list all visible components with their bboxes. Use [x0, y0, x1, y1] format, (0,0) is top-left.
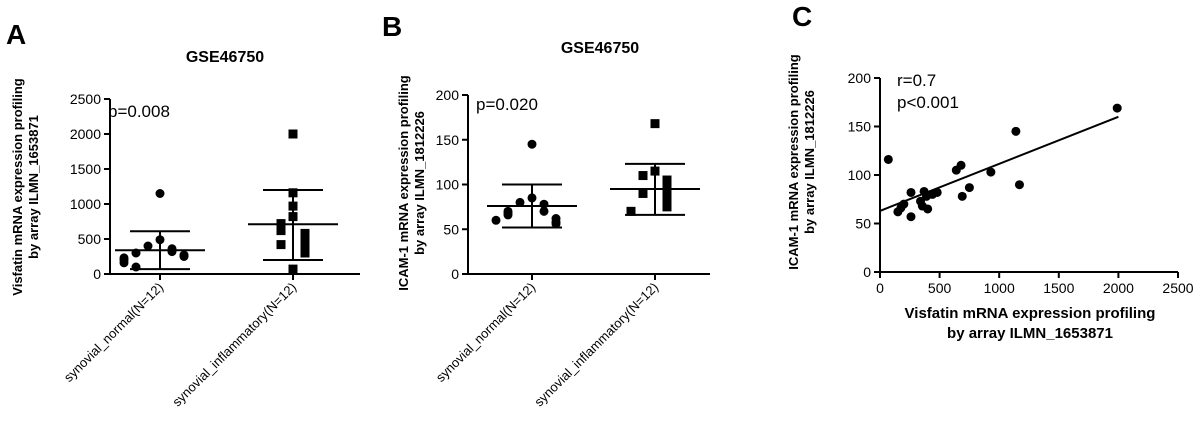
data-point-b — [662, 190, 672, 200]
data-point-b — [638, 188, 648, 198]
y-tick-label-a: 0 — [93, 266, 101, 282]
data-point-b — [515, 197, 525, 207]
panel-b-ylabel-line1: ICAM-1 mRNA expression profiling — [396, 75, 411, 291]
y-tick-label-c: 50 — [855, 216, 871, 232]
y-tick-label-b: 200 — [436, 87, 460, 103]
data-point-c — [1112, 103, 1122, 113]
panel-b-ylabel-line2: by array ILMN_1812226 — [412, 111, 427, 255]
panel-a-ylabel-line2: by array ILMN_1653871 — [26, 115, 41, 259]
data-point-c — [923, 204, 933, 214]
data-point-c — [899, 199, 909, 209]
data-point-b — [551, 219, 561, 229]
panel-c-stat-p: p<0.001 — [897, 93, 959, 112]
y-tick-label-a: 500 — [78, 231, 102, 247]
data-point-c — [906, 187, 916, 197]
panel-c-xlabel-line1: Visfatin mRNA expression profiling — [905, 305, 1156, 322]
panel-letter-a: A — [6, 19, 26, 50]
data-point-c — [956, 160, 966, 170]
panel-a-title: GSE46750 — [186, 49, 264, 66]
data-point-c — [986, 167, 996, 177]
x-tick-label-b: synovial_inflammatory(N=12) — [531, 280, 661, 410]
data-point-b — [491, 215, 501, 225]
data-point-a — [131, 262, 141, 272]
panel-c-xlabel-line2: by array ILMN_1653871 — [947, 325, 1113, 342]
data-point-b — [503, 210, 513, 220]
y-tick-label-c: 0 — [863, 264, 871, 280]
panel-c-stat-r: r=0.7 — [897, 71, 936, 90]
data-point-a — [143, 241, 153, 251]
x-tick-label-c: 1500 — [1043, 280, 1074, 296]
data-point-c — [964, 183, 974, 193]
data-point-a — [288, 264, 298, 274]
data-point-a — [300, 228, 310, 238]
x-tick-label-c: 1000 — [984, 280, 1015, 296]
panel-letter-b: B — [382, 11, 402, 42]
panel-c-ylabel-line2: by array ILMN_1812226 — [802, 90, 817, 234]
data-point-c — [906, 212, 916, 222]
data-point-b — [527, 139, 537, 149]
y-tick-label-a: 1000 — [70, 196, 101, 212]
x-tick-label-a: synovial_normal(N=12) — [61, 280, 166, 385]
regression-line — [879, 115, 1119, 212]
data-point-a — [288, 129, 298, 139]
data-point-c — [883, 154, 893, 164]
x-tick-label-b: synovial_normal(N=12) — [433, 280, 538, 385]
y-tick-label-a: 2000 — [70, 126, 101, 142]
data-point-c — [1011, 126, 1021, 136]
data-point-a — [155, 189, 165, 198]
y-tick-label-b: 50 — [443, 221, 459, 237]
y-tick-label-c: 150 — [848, 119, 872, 135]
data-point-b — [638, 171, 648, 181]
data-point-a — [300, 248, 310, 258]
data-point-a — [167, 247, 177, 257]
chart-marks: 05001000150020002500synovial_normal(N=12… — [61, 70, 1194, 409]
panel-a-stat: p=0.008 — [108, 102, 170, 121]
panel-b-title: GSE46750 — [561, 40, 639, 57]
data-point-b — [626, 206, 636, 216]
data-point-c — [932, 187, 942, 197]
data-point-a — [276, 226, 286, 236]
x-tick-label-c: 2500 — [1162, 280, 1193, 296]
x-tick-label-c: 0 — [876, 280, 884, 296]
y-tick-label-a: 2500 — [70, 91, 101, 107]
y-tick-label-c: 200 — [848, 70, 872, 86]
x-tick-label-c: 2000 — [1103, 280, 1134, 296]
y-tick-label-a: 1500 — [70, 161, 101, 177]
data-point-a — [179, 252, 189, 261]
y-tick-label-b: 150 — [436, 132, 460, 148]
y-tick-label-c: 100 — [848, 167, 872, 183]
data-point-c — [1014, 180, 1024, 190]
y-tick-label-b: 100 — [436, 177, 460, 193]
y-tick-label-b: 0 — [451, 266, 459, 282]
x-tick-label-c: 500 — [928, 280, 952, 296]
panel-letter-c: C — [792, 1, 812, 32]
panel-b-stat: p=0.020 — [476, 95, 538, 114]
panel-c-ylabel-line1: ICAM-1 mRNA expression profiling — [786, 54, 801, 270]
data-point-a — [300, 235, 310, 245]
data-point-b — [662, 202, 672, 212]
data-point-b — [539, 206, 549, 216]
x-tick-label-a: synovial_inflammatory(N=12) — [169, 280, 299, 410]
data-point-c — [957, 191, 967, 201]
panel-a-ylabel-line1: Visfatin mRNA expression profiling — [10, 78, 25, 295]
data-point-a — [119, 258, 129, 268]
data-point-a — [276, 240, 286, 250]
data-point-b — [662, 178, 672, 188]
data-point-b — [650, 119, 660, 129]
